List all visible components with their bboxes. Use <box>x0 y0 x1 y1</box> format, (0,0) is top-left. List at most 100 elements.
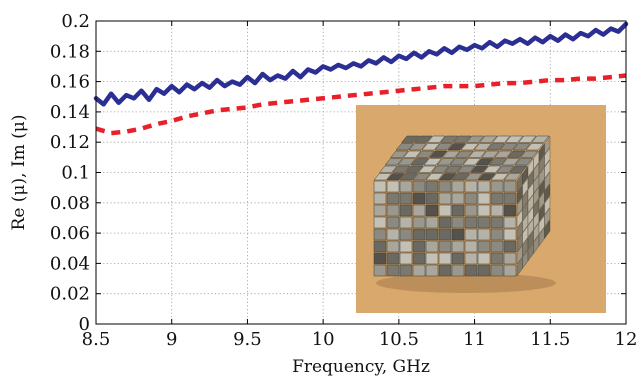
y-tick-label: 0.14 <box>50 102 90 123</box>
y-tick-label: 0.12 <box>50 132 90 153</box>
inset-block-top <box>395 143 415 151</box>
inset-block-front <box>464 180 478 193</box>
inset-block-top <box>493 150 513 158</box>
inset-block-front <box>425 216 439 229</box>
inset-block-top <box>480 150 500 158</box>
inset-block-top <box>389 150 409 158</box>
x-axis-title: Frequency, GHz <box>292 357 430 377</box>
inset-block-top <box>443 165 463 173</box>
inset-block-top <box>441 150 461 158</box>
inset-block-top <box>439 135 459 143</box>
inset-block-top <box>423 158 443 166</box>
inset-block-front <box>425 180 439 193</box>
y-tick-label: 0.04 <box>50 253 90 274</box>
inset-block-side <box>544 171 551 192</box>
inset-block-front <box>425 240 439 253</box>
inset-block-top <box>386 173 406 181</box>
inset-block-top <box>415 150 435 158</box>
inset-block-top <box>408 143 428 151</box>
series-line-1 <box>93 21 629 107</box>
x-tick-labels: 8.5 9 9.5 10 10.5 11 11.5 12 <box>82 329 638 350</box>
inset-block-top <box>412 173 432 181</box>
inset-block-front <box>386 264 400 277</box>
inset-block-top <box>465 135 485 143</box>
y-tick-label: 0.1 <box>61 163 90 184</box>
inset-block-top <box>488 158 508 166</box>
inset-block-top <box>495 165 515 173</box>
inset-block-front <box>451 216 465 229</box>
inset-block-top <box>504 135 524 143</box>
inset-block-front <box>490 216 504 229</box>
inset-block-top <box>506 150 526 158</box>
inset-block-top <box>391 165 411 173</box>
x-tick-label: 11 <box>463 329 486 350</box>
inset-block-top <box>499 143 519 151</box>
inset-block-front <box>477 204 491 217</box>
inset-block-side <box>544 207 551 228</box>
inset-block-front <box>412 240 426 253</box>
axis-ticks <box>95 20 627 325</box>
inset-block-top <box>430 165 450 173</box>
inset-block-top <box>399 173 419 181</box>
inset-block-front <box>503 204 517 217</box>
inset-block-front <box>464 204 478 217</box>
inset-block-side <box>544 135 551 156</box>
inset-block-top <box>454 150 474 158</box>
inset-block-top <box>478 135 498 143</box>
inset-block-front <box>399 240 413 253</box>
inset-block-front <box>425 264 439 277</box>
inset-block-top <box>486 143 506 151</box>
inset-block-front <box>373 264 387 277</box>
inset-block-top <box>462 158 482 166</box>
inset-block-front <box>490 240 504 253</box>
inset-block-front <box>490 204 504 217</box>
x-tick-label: 9.5 <box>233 329 262 350</box>
inset-block-front <box>490 252 504 265</box>
inset-block-front <box>438 180 452 193</box>
inset-block-top <box>449 158 469 166</box>
inset-block-front <box>386 204 400 217</box>
inset-block-top <box>413 135 433 143</box>
inset-shadow <box>376 273 556 293</box>
inset-block-front <box>464 240 478 253</box>
inset-block-front <box>412 228 426 241</box>
inset-block-top <box>417 165 437 173</box>
inset-block-front <box>399 192 413 205</box>
inset-block-front <box>386 252 400 265</box>
inset-block-front <box>477 228 491 241</box>
inset-block-front <box>451 192 465 205</box>
inset-block-top <box>482 165 502 173</box>
y-axis-title: Re (μ), Im (μ) <box>9 115 29 231</box>
inset-block-top <box>491 135 511 143</box>
inset-block-front <box>490 228 504 241</box>
y-tick-label: 0.18 <box>50 41 90 62</box>
inset-block-front <box>490 192 504 205</box>
inset-block-front <box>477 192 491 205</box>
inset-block-front <box>425 192 439 205</box>
inset-block-top <box>425 173 445 181</box>
inset-block-side <box>544 219 551 240</box>
inset-block-front <box>451 264 465 277</box>
x-tick-label: 10.5 <box>379 329 419 350</box>
inset-block-side <box>544 147 551 168</box>
inset-block-front <box>412 192 426 205</box>
inset-block-top <box>467 150 487 158</box>
inset-block-top <box>438 173 458 181</box>
inset-block-top <box>525 143 545 151</box>
x-tick-label: 8.5 <box>82 329 111 350</box>
inset-block-front <box>386 180 400 193</box>
inset-block-front <box>373 228 387 241</box>
y-tick-label: 0.02 <box>50 284 90 305</box>
inset-block-top <box>475 158 495 166</box>
inset-block-front <box>412 264 426 277</box>
inset-block-front <box>438 204 452 217</box>
inset-block-top <box>508 165 528 173</box>
inset-block-front <box>490 264 504 277</box>
inset-block-top <box>456 165 476 173</box>
inset-block-side <box>544 183 551 204</box>
inset-block-front <box>438 240 452 253</box>
inset-block-top <box>473 143 493 151</box>
y-tick-label: 0.06 <box>50 223 90 244</box>
inset-block-top <box>421 143 441 151</box>
inset-block-front <box>399 216 413 229</box>
